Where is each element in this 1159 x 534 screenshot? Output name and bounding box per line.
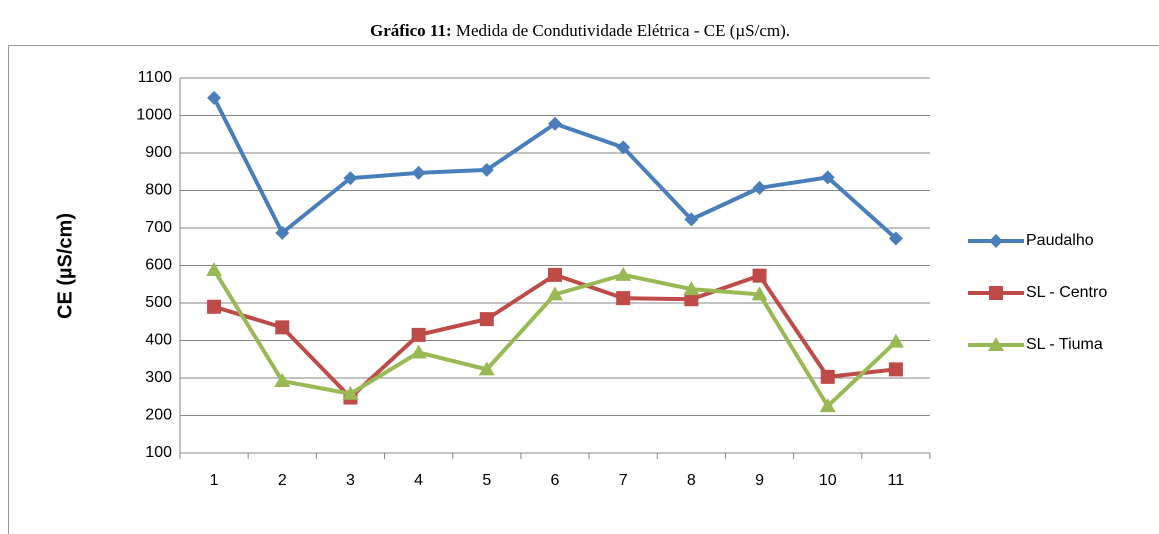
- data-point: [684, 292, 699, 307]
- data-point: [548, 116, 562, 131]
- legend-label: Paudalho: [1026, 232, 1094, 249]
- data-point: [888, 231, 903, 246]
- data-point: [275, 225, 290, 240]
- y-tick-label: 800: [145, 182, 172, 199]
- data-point: [820, 369, 835, 384]
- data-point: [207, 299, 222, 314]
- data-point: [887, 333, 904, 348]
- x-tick-label: 7: [619, 472, 628, 489]
- title-text: Medida de Condutividade Elétrica - CE (µ…: [456, 21, 790, 40]
- legend-label: SL - Tiuma: [1026, 336, 1103, 353]
- data-point: [410, 344, 427, 359]
- data-point: [616, 291, 631, 306]
- y-tick-label: 100: [145, 444, 172, 461]
- x-tick-label: 8: [687, 472, 696, 489]
- y-tick-label: 1100: [138, 69, 173, 86]
- data-point: [616, 140, 631, 155]
- y-tick-label: 400: [145, 332, 172, 349]
- data-point: [479, 162, 494, 177]
- x-tick-label: 9: [755, 472, 764, 489]
- x-tick-label: 5: [482, 472, 491, 489]
- data-point: [343, 171, 358, 186]
- y-tick-label: 600: [145, 257, 172, 274]
- y-tick-label: 500: [145, 294, 172, 311]
- data-point: [684, 212, 699, 227]
- data-point: [615, 266, 632, 281]
- y-axis-label: CE (µS/cm): [54, 213, 76, 319]
- data-point: [752, 180, 767, 195]
- data-point: [411, 165, 426, 180]
- y-tick-label: 300: [145, 369, 172, 386]
- data-point: [548, 267, 562, 282]
- y-tick-label: 700: [145, 219, 172, 236]
- y-tick-label: 200: [145, 407, 172, 424]
- title-label: Gráfico 11:: [370, 21, 452, 40]
- data-point: [683, 281, 700, 296]
- chart-title: Gráfico 11: Medida de Condutividade Elét…: [370, 21, 790, 40]
- x-tick-label: 3: [346, 472, 355, 489]
- data-point: [411, 327, 426, 342]
- x-tick-label: 1: [210, 472, 219, 489]
- data-point: [274, 373, 291, 387]
- data-point: [342, 385, 359, 400]
- y-tick-label: 1000: [136, 107, 172, 124]
- data-point: [275, 320, 290, 335]
- data-point: [819, 398, 836, 413]
- data-point: [547, 286, 563, 301]
- x-tick-label: 10: [819, 472, 837, 489]
- data-point: [479, 312, 494, 327]
- x-tick-label: 11: [888, 472, 905, 489]
- data-point: [478, 361, 495, 376]
- data-point: [207, 90, 222, 105]
- data-point: [751, 286, 768, 301]
- legend-marker: [989, 234, 1003, 248]
- data-point: [752, 268, 767, 283]
- legend-label: SL - Centro: [1026, 284, 1107, 301]
- data-point: [888, 362, 903, 377]
- x-tick-label: 4: [414, 472, 423, 489]
- legend-marker: [989, 286, 1003, 300]
- x-tick-label: 2: [278, 472, 287, 489]
- y-tick-label: 900: [145, 144, 172, 161]
- x-tick-label: 6: [551, 472, 560, 489]
- data-point: [820, 170, 835, 185]
- data-point: [206, 262, 223, 276]
- legend-marker: [988, 337, 1004, 351]
